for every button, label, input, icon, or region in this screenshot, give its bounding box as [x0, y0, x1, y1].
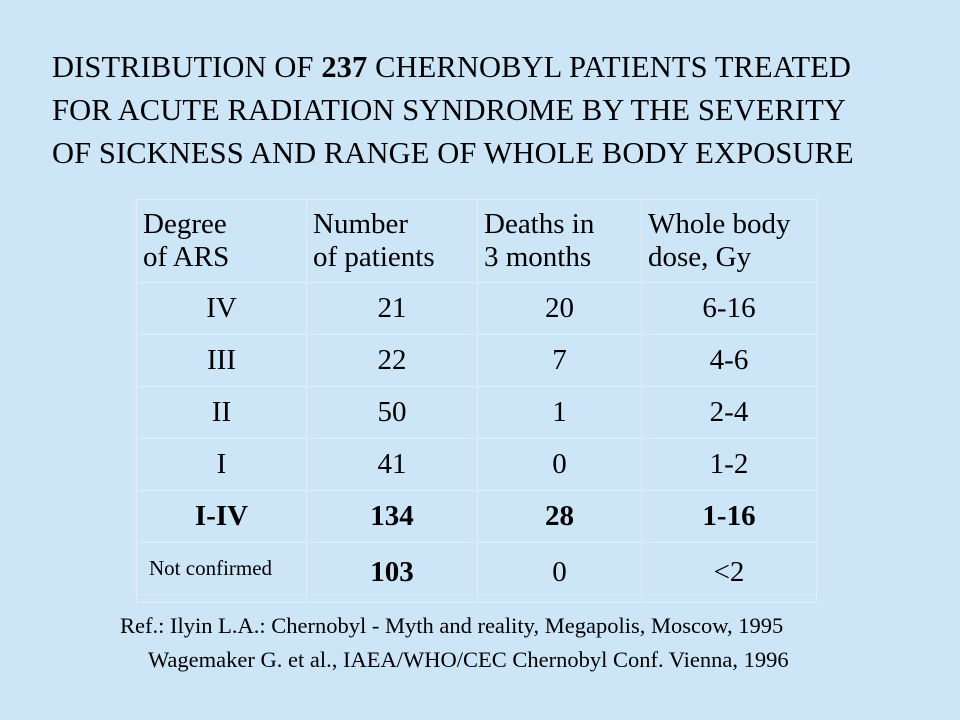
table-row: II 50 1 2-4: [136, 386, 817, 439]
cell-dose: <2: [641, 542, 817, 603]
cell-degree: Not confirmed: [136, 542, 307, 603]
cell-dose: 1-16: [641, 490, 817, 543]
cell-deaths: 28: [477, 490, 642, 543]
title-line-3: OF SICKNESS AND RANGE OF WHOLE BODY EXPO…: [52, 136, 854, 170]
references: Ref.: Ilyin L.A.: Chernobyl - Myth and r…: [120, 609, 789, 677]
cell-deaths: 7: [477, 334, 642, 387]
title-line-1: DISTRIBUTION OF 237 CHERNOBYL PATIENTS T…: [52, 50, 852, 84]
cell-deaths: 0: [477, 542, 642, 603]
slide-title: DISTRIBUTION OF 237 CHERNOBYL PATIENTS T…: [52, 46, 932, 175]
cell-dose: 2-4: [641, 386, 817, 439]
cell-patients: 50: [306, 386, 478, 439]
table-header-row: Degree of ARS Number of patients Deaths …: [136, 199, 817, 283]
header-number-of-patients: Number of patients: [306, 199, 478, 283]
cell-patients: 21: [306, 282, 478, 335]
cell-deaths: 1: [477, 386, 642, 439]
cell-degree: I: [136, 438, 307, 491]
ars-distribution-table: Degree of ARS Number of patients Deaths …: [136, 199, 817, 603]
title-patient-count: 237: [321, 50, 368, 84]
cell-dose: 4-6: [641, 334, 817, 387]
cell-patients: 134: [306, 490, 478, 543]
cell-degree: II: [136, 386, 307, 439]
cell-deaths: 0: [477, 438, 642, 491]
cell-degree: III: [136, 334, 307, 387]
cell-patients: 22: [306, 334, 478, 387]
cell-degree: I-IV: [136, 490, 307, 543]
table-row-not-confirmed: Not confirmed 103 0 <2: [136, 542, 817, 603]
reference-line-1: Ref.: Ilyin L.A.: Chernobyl - Myth and r…: [120, 613, 784, 638]
cell-dose: 6-16: [641, 282, 817, 335]
cell-patients: 41: [306, 438, 478, 491]
cell-patients: 103: [306, 542, 478, 603]
ars-table-frame: Degree of ARS Number of patients Deaths …: [133, 196, 819, 603]
cell-deaths: 20: [477, 282, 642, 335]
reference-line-2: Wagemaker G. et al., IAEA/WHO/CEC Cherno…: [148, 647, 789, 672]
cell-dose: 1-2: [641, 438, 817, 491]
table-row: IV 21 20 6-16: [136, 282, 817, 335]
cell-degree: IV: [136, 282, 307, 335]
header-dose: Whole body dose, Gy: [641, 199, 817, 283]
table-row-total: I-IV 134 28 1-16: [136, 490, 817, 543]
table-row: I 41 0 1-2: [136, 438, 817, 491]
header-degree: Degree of ARS: [136, 199, 307, 283]
title-line-2: FOR ACUTE RADIATION SYNDROME BY THE SEVE…: [52, 93, 847, 127]
table-row: III 22 7 4-6: [136, 334, 817, 387]
header-deaths: Deaths in 3 months: [477, 199, 642, 283]
